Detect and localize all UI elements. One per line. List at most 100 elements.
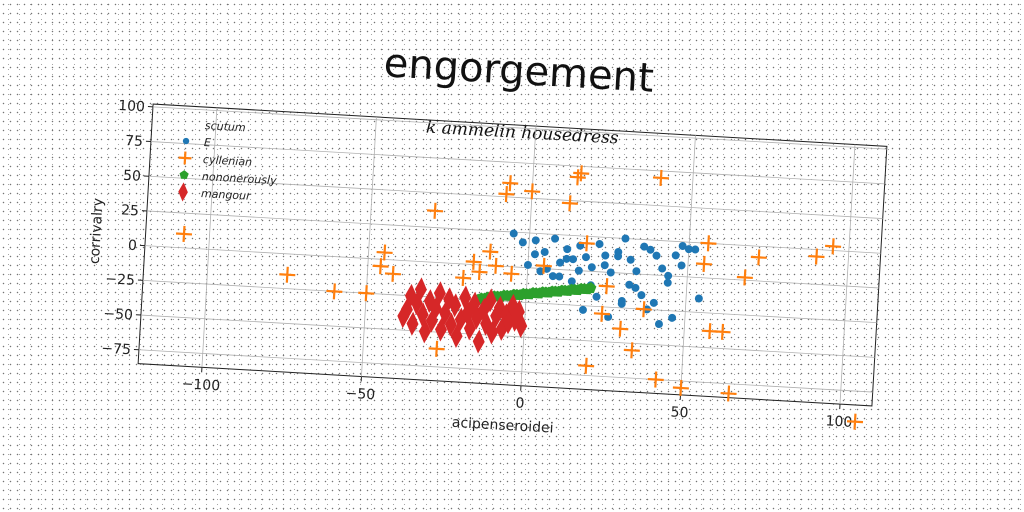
- e-point: [625, 280, 634, 289]
- e-point: [581, 253, 590, 262]
- mangour-point: [433, 281, 446, 306]
- cyllenian-point: [503, 265, 520, 282]
- legend-label-e: E: [204, 136, 212, 149]
- e-point: [646, 245, 655, 254]
- e-point: [567, 277, 576, 286]
- e-point: [551, 234, 560, 243]
- cyllenian-point: [700, 235, 717, 252]
- y-tick-label: −75: [101, 341, 131, 359]
- y-grid-line: [140, 314, 875, 358]
- mangour-point: [418, 319, 431, 344]
- cyllenian-point: [487, 257, 504, 274]
- e-point: [569, 255, 578, 264]
- cyllenian-point: [652, 169, 670, 186]
- cyllenian-point: [561, 195, 578, 212]
- e-point: [530, 250, 539, 259]
- mangour-point: [515, 313, 528, 338]
- mangour-point: [480, 311, 493, 336]
- mangour-point: [463, 316, 476, 341]
- e-point: [578, 305, 587, 314]
- e-point: [677, 261, 686, 270]
- x-grid-line: [520, 126, 537, 386]
- y-tick-label: 50: [123, 168, 142, 185]
- x-axis-label: acipenseroidei: [451, 415, 554, 437]
- nononerously-point: [585, 282, 597, 294]
- cyllenian-point: [750, 249, 767, 266]
- mangour-point: [414, 277, 427, 302]
- e-point: [678, 242, 687, 251]
- chart-title: engorgement: [383, 40, 655, 101]
- grid-lines: [138, 106, 887, 405]
- e-point: [587, 263, 596, 272]
- x-grid-line: [361, 116, 377, 377]
- legend-label-mangour: mangour: [201, 187, 253, 203]
- e-point: [595, 240, 604, 249]
- y-tick-label: 100: [118, 98, 146, 116]
- cyllenian-point: [578, 357, 595, 374]
- legend-label-scutum: scutum: [205, 119, 246, 134]
- cyllenian-point: [623, 342, 640, 359]
- e-point: [637, 291, 646, 300]
- x-tick-label: 50: [670, 404, 689, 421]
- e-point: [631, 283, 640, 292]
- cyllenian-point: [573, 165, 590, 182]
- mangour-point: [506, 293, 519, 318]
- mangour-point: [443, 287, 456, 312]
- mangour-point: [472, 329, 485, 354]
- cyllenian-point: [593, 305, 610, 322]
- legend-marker-nononerously: [179, 170, 189, 180]
- e-point: [563, 245, 572, 254]
- e-point: [658, 264, 667, 273]
- e-point: [684, 245, 693, 254]
- e-point: [649, 298, 658, 307]
- mangour-point: [444, 312, 457, 337]
- cyllenian-point: [372, 258, 389, 275]
- legend-label-nononerously: nononerously: [202, 170, 278, 187]
- e-point: [574, 266, 583, 275]
- cyllenian-point: [647, 371, 664, 388]
- e-point: [671, 251, 680, 260]
- cyllenian-point: [524, 183, 541, 200]
- e-point: [523, 260, 532, 269]
- y-tick-label: 25: [121, 202, 140, 219]
- cyllenian-point: [471, 263, 488, 280]
- cyllenian-point: [498, 186, 515, 203]
- cyllenian-point: [465, 253, 482, 270]
- y-grid-line: [138, 349, 873, 393]
- e-point: [562, 254, 571, 263]
- e-point: [601, 251, 610, 260]
- e-point: [626, 255, 635, 264]
- mangour-point: [404, 283, 417, 308]
- e-point: [652, 251, 661, 260]
- y-tick-label: 75: [125, 133, 144, 150]
- y-tick-label: −50: [103, 306, 133, 324]
- plot-area: −100 −50 0 50 100 100 75 50 25 0 −25 −50 −75 scutum E…: [87, 98, 888, 437]
- cyllenian-point: [612, 320, 629, 337]
- e-point: [617, 296, 626, 305]
- legend-marker-e: [182, 137, 190, 145]
- cyllenian-point: [455, 269, 472, 286]
- mangour-point: [468, 291, 481, 316]
- e-point: [640, 242, 649, 251]
- y-axis-label: corrivalry: [87, 198, 107, 265]
- legend-marker-mangour: [178, 182, 188, 202]
- e-point: [540, 247, 549, 256]
- x-tick-label: 100: [825, 413, 853, 431]
- cyllenian-point: [502, 175, 519, 192]
- cyllenian-point: [578, 235, 595, 252]
- cyllenian-point: [635, 301, 652, 318]
- x-tick-label: 0: [515, 395, 525, 411]
- e-point: [592, 292, 601, 301]
- e-point: [614, 252, 623, 261]
- e-point: [632, 267, 641, 276]
- y-tick-label: −25: [105, 271, 135, 289]
- cyllenian-point: [279, 266, 296, 283]
- mangour-point: [416, 302, 429, 327]
- x-grid-line: [680, 135, 696, 395]
- cyllenian-point: [846, 413, 864, 430]
- cyllenian-point: [358, 285, 375, 302]
- cyllenian-point: [428, 340, 445, 357]
- e-point: [518, 238, 527, 247]
- cyllenian-point: [825, 238, 842, 255]
